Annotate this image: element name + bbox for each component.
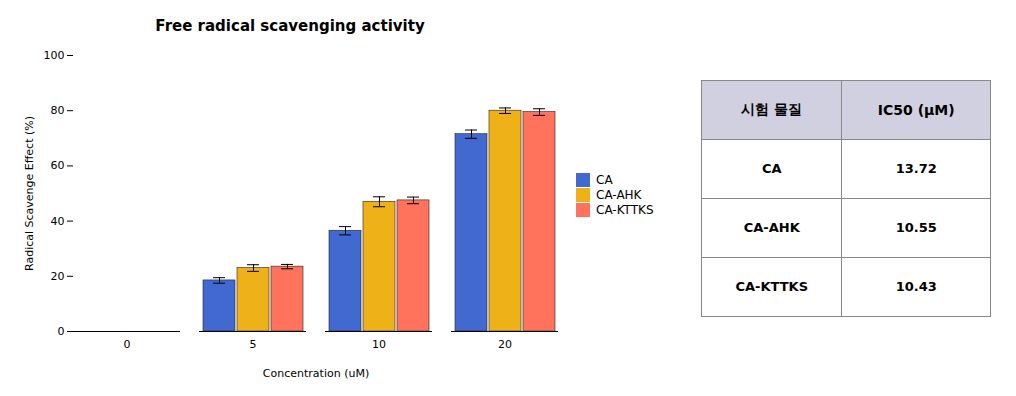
html-text:IC50 (μM): IC50 (μM) [877,101,955,118]
svg-text:60: 60 [51,159,65,172]
svg-text:80: 80 [51,104,65,117]
svg-text:20: 20 [498,338,512,351]
html-text:CA-KTTKS: CA-KTTKS [596,202,654,217]
html-text:CA: CA [596,172,613,187]
svg-text:0: 0 [58,325,65,338]
html-text:10.43: 10.43 [895,279,937,294]
html-text:시험 물질: 시험 물질 [741,100,803,117]
svg-text:40: 40 [51,215,65,228]
svg-text:Radical Scavenge Effect (%): Radical Scavenge Effect (%) [23,116,36,271]
html-text:CA-AHK: CA-AHK [596,187,642,202]
html-text:10.55: 10.55 [895,220,937,235]
svg-text:10: 10 [372,338,386,351]
svg-text:Concentration (uM): Concentration (uM) [263,367,369,380]
html-text:13.72: 13.72 [895,161,937,176]
svg-text:20: 20 [51,270,65,283]
html-text:Free radical scavenging activi: Free radical scavenging activity [155,17,425,35]
html-text:CA-AHK: CA-AHK [743,220,800,235]
svg-text:0: 0 [124,338,131,351]
html-text:CA-KTTKS: CA-KTTKS [735,279,808,294]
svg-text:100: 100 [44,49,65,62]
html-text:CA: CA [761,161,782,176]
svg-text:5: 5 [250,338,257,351]
